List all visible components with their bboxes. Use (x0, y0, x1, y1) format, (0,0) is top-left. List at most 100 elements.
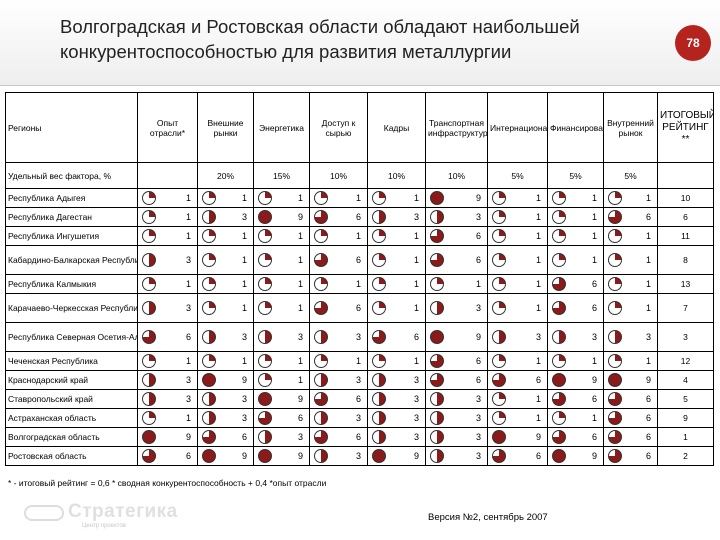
score-value: 6 (475, 356, 481, 366)
harvey-ball-icon (430, 330, 444, 344)
score-value: 1 (355, 193, 361, 203)
harvey-ball-icon (314, 301, 328, 315)
score-value: 3 (475, 212, 481, 222)
version-label: Версия №2, сентябрь 2007 (428, 512, 548, 523)
harvey-ball-icon (142, 392, 156, 406)
score-value: 1 (185, 231, 191, 241)
score-value: 3 (591, 332, 597, 342)
score-cell: 9 (253, 207, 310, 227)
score-cell: 1 (603, 188, 658, 208)
harvey-ball-icon (142, 373, 156, 387)
score-cell: 3 (309, 322, 368, 352)
table-row: Республика Северная Осетия-Алания6333693… (5, 322, 714, 352)
slide-title: Волгоградская и Ростовская области облад… (60, 16, 580, 62)
harvey-ball-icon (258, 210, 272, 224)
score-value: 1 (241, 231, 247, 241)
score-cell: 1 (487, 245, 548, 275)
score-cell: 1 (603, 226, 658, 246)
score-value: 1 (355, 279, 361, 289)
score-value: 3 (413, 413, 419, 423)
score-cell: 1 (137, 351, 198, 371)
harvey-ball-icon (314, 229, 328, 243)
harvey-ball-icon (608, 430, 622, 444)
harvey-ball-icon (552, 253, 566, 267)
score-cell: 6 (197, 427, 254, 447)
score-value: 9 (475, 332, 481, 342)
harvey-ball-icon (608, 449, 622, 463)
score-cell: 9 (253, 446, 310, 466)
score-value: 1 (241, 255, 247, 265)
score-value: 3 (535, 332, 541, 342)
factor-header: Кадры (367, 92, 426, 163)
region-name: Ростовская область (5, 446, 138, 466)
score-cell: 6 (487, 370, 548, 390)
harvey-ball-icon (142, 411, 156, 425)
score-cell: 9 (425, 188, 488, 208)
table-row: Республика Адыгея 1 1 1 1 1 9 1 1 1 10 (5, 188, 714, 208)
final-rating: 8 (657, 245, 714, 275)
score-cell: 9 (197, 446, 254, 466)
harvey-ball-icon (202, 277, 216, 291)
region-name: Кабардино-Балкарская Республика (5, 245, 138, 275)
harvey-ball-icon (202, 430, 216, 444)
harvey-ball-icon (202, 392, 216, 406)
harvey-ball-icon (608, 191, 622, 205)
score-value: 9 (475, 193, 481, 203)
harvey-ball-icon (492, 392, 506, 406)
score-cell: 9 (425, 322, 488, 352)
harvey-ball-icon (314, 430, 328, 444)
harvey-ball-icon (202, 373, 216, 387)
score-cell: 6 (487, 446, 548, 466)
score-value: 6 (355, 303, 361, 313)
score-cell: 1 (137, 207, 198, 227)
weight-row: Удельный вес фактора, % 20% 15% 10% 10% … (5, 162, 714, 189)
score-cell: 1 (137, 274, 198, 294)
harvey-ball-icon (202, 191, 216, 205)
score-value: 9 (591, 375, 597, 385)
harvey-ball-icon (552, 277, 566, 291)
score-value: 1 (297, 193, 303, 203)
table-row: Ставропольский край 3 3 9 6 3 3 1 6 6 5 (5, 389, 714, 409)
score-value: 1 (535, 212, 541, 222)
score-cell: 1 (137, 226, 198, 246)
harvey-ball-icon (258, 253, 272, 267)
score-value: 6 (185, 451, 191, 461)
harvey-ball-icon (492, 411, 506, 425)
score-value: 6 (475, 375, 481, 385)
score-value: 9 (645, 375, 651, 385)
score-value: 6 (355, 432, 361, 442)
weight-value: 5% (603, 162, 658, 189)
score-value: 6 (591, 279, 597, 289)
region-name: Карачаево-Черкесская Республика (5, 293, 138, 323)
score-value: 1 (591, 193, 597, 203)
score-value: 3 (185, 394, 191, 404)
factor-header: Опыт отрасли* (137, 92, 198, 163)
harvey-ball-icon (492, 430, 506, 444)
score-value: 6 (535, 451, 541, 461)
final-rating: 7 (657, 293, 714, 323)
score-cell: 6 (309, 293, 368, 323)
score-value: 3 (475, 432, 481, 442)
harvey-ball-icon (608, 330, 622, 344)
score-value: 9 (591, 451, 597, 461)
harvey-ball-icon (608, 253, 622, 267)
harvey-ball-icon (430, 449, 444, 463)
region-name: Республика Северная Осетия-Алания (5, 322, 138, 352)
harvey-ball-icon (258, 330, 272, 344)
harvey-ball-icon (142, 430, 156, 444)
table-row: Кабардино-Балкарская Республика 3 1 1 6 1 6 1 1 1… (5, 245, 714, 275)
score-cell: 6 (309, 207, 368, 227)
score-cell: 9 (487, 427, 548, 447)
score-cell: 6 (309, 389, 368, 409)
score-cell: 3 (367, 389, 426, 409)
score-value: 1 (185, 193, 191, 203)
score-value: 6 (413, 332, 419, 342)
score-cell: 1 (487, 293, 548, 323)
score-value: 9 (297, 394, 303, 404)
harvey-ball-icon (492, 229, 506, 243)
final-rating: 13 (657, 274, 714, 294)
score-cell: 1 (603, 274, 658, 294)
score-cell: 1 (253, 370, 310, 390)
harvey-ball-icon (372, 301, 386, 315)
table-row: Карачаево-Черкесская Республика 3 1 1 6 1 3 1 6 1… (5, 293, 714, 323)
